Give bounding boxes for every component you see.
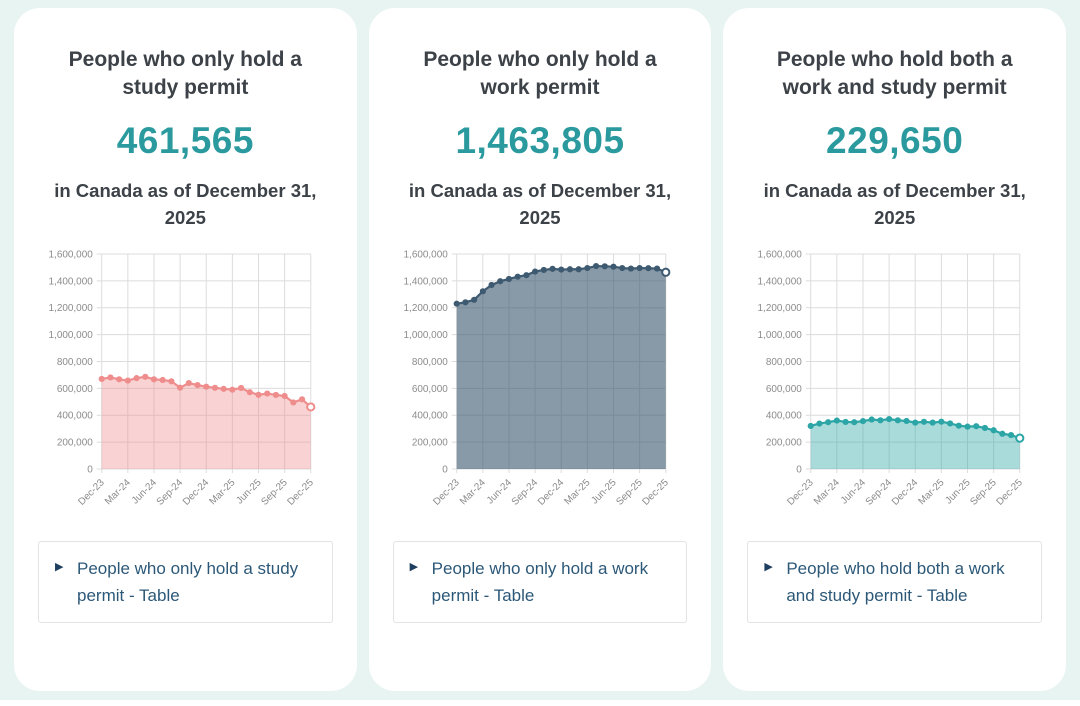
svg-text:Sep-25: Sep-25 — [259, 477, 290, 508]
svg-text:0: 0 — [797, 465, 803, 476]
svg-text:Mar-25: Mar-25 — [207, 477, 237, 507]
series-area — [456, 266, 666, 470]
card-title: People who only hold a work permit — [423, 48, 657, 100]
last-point-marker — [1015, 433, 1025, 443]
svg-text:Dec-24: Dec-24 — [536, 477, 567, 508]
expand-triangle-icon: ▶ — [409, 560, 419, 573]
series-markers — [807, 416, 1025, 443]
table-toggle-summary[interactable]: ▶ People who only hold a study permit - … — [53, 555, 318, 609]
series-markers — [98, 373, 316, 412]
svg-text:1,200,000: 1,200,000 — [403, 303, 448, 314]
as-of-date-text: in Canada as of December 31, 2025 — [54, 179, 317, 229]
area-chart-work-permit: 0 200,000 400,000 600,000 800,000 1,000,000 1,… — [393, 242, 688, 529]
svg-text:Jun-25: Jun-25 — [944, 477, 974, 507]
table-toggle-study-permit[interactable]: ▶ People who only hold a study permit - … — [38, 540, 333, 624]
svg-text:1,200,000: 1,200,000 — [49, 303, 94, 314]
last-point-marker — [306, 402, 316, 412]
expand-triangle-icon: ▶ — [55, 560, 64, 573]
svg-text:800,000: 800,000 — [766, 357, 802, 368]
svg-text:1,400,000: 1,400,000 — [49, 276, 94, 287]
svg-text:800,000: 800,000 — [412, 357, 448, 368]
svg-text:Sep-24: Sep-24 — [864, 477, 895, 508]
svg-text:0: 0 — [87, 465, 93, 476]
svg-text:Jun-24: Jun-24 — [484, 477, 514, 507]
svg-text:Sep-24: Sep-24 — [509, 477, 540, 508]
svg-text:600,000: 600,000 — [57, 384, 93, 395]
svg-text:1,600,000: 1,600,000 — [403, 250, 448, 261]
svg-text:Mar-25: Mar-25 — [562, 477, 592, 507]
series-markers — [453, 263, 671, 307]
svg-text:Jun-25: Jun-25 — [589, 477, 619, 507]
table-toggle-label: People who hold both a work and study pe… — [786, 558, 1005, 606]
svg-text:1,200,000: 1,200,000 — [758, 303, 803, 314]
card-work-permit: People who only hold a work permit 1,463… — [368, 8, 712, 691]
svg-text:Sep-24: Sep-24 — [155, 477, 186, 508]
svg-text:Sep-25: Sep-25 — [969, 477, 1000, 508]
svg-text:200,000: 200,000 — [57, 438, 93, 449]
headline-value: 461,565 — [116, 119, 254, 161]
svg-text:Mar-24: Mar-24 — [812, 477, 842, 507]
y-axis: 0 200,000 400,000 600,000 800,000 1,000,000 1,… — [758, 250, 1021, 476]
series-area — [811, 419, 1021, 470]
svg-text:1,000,000: 1,000,000 — [758, 330, 803, 341]
svg-text:800,000: 800,000 — [57, 357, 93, 368]
svg-text:Mar-25: Mar-25 — [917, 477, 947, 507]
svg-text:400,000: 400,000 — [412, 411, 448, 422]
svg-text:1,000,000: 1,000,000 — [49, 330, 94, 341]
series-area — [101, 376, 311, 470]
table-toggle-label: People who only hold a work permit - Tab… — [431, 558, 649, 606]
headline-value: 1,463,805 — [455, 119, 625, 161]
svg-text:200,000: 200,000 — [766, 438, 802, 449]
as-of-date-text: in Canada as of December 31, 2025 — [408, 179, 672, 229]
svg-text:Dec-24: Dec-24 — [890, 477, 921, 508]
table-toggle-both-permits[interactable]: ▶ People who hold both a work and study … — [747, 540, 1043, 624]
area-chart-study-permit: 0 200,000 400,000 600,000 800,000 1,000,000 1,… — [38, 242, 333, 529]
headline-value: 229,650 — [826, 119, 964, 161]
card-both-permits: People who hold both a work and study pe… — [723, 8, 1067, 691]
svg-text:0: 0 — [442, 465, 448, 476]
y-axis: 0 200,000 400,000 600,000 800,000 1,000,000 1,… — [49, 250, 311, 476]
table-toggle-work-permit[interactable]: ▶ People who only hold a work permit - T… — [392, 540, 688, 624]
svg-text:200,000: 200,000 — [412, 438, 448, 449]
svg-text:Dec-25: Dec-25 — [285, 477, 316, 508]
svg-text:Dec-25: Dec-25 — [995, 477, 1026, 508]
svg-text:Mar-24: Mar-24 — [458, 477, 488, 507]
svg-text:400,000: 400,000 — [766, 411, 802, 422]
svg-text:1,000,000: 1,000,000 — [403, 330, 448, 341]
svg-text:Dec-23: Dec-23 — [76, 477, 107, 508]
svg-text:Dec-24: Dec-24 — [181, 477, 212, 508]
svg-text:1,400,000: 1,400,000 — [758, 276, 803, 287]
svg-text:Dec-25: Dec-25 — [640, 477, 671, 508]
last-point-marker — [660, 267, 671, 278]
svg-text:Dec-23: Dec-23 — [431, 477, 462, 508]
svg-text:Mar-24: Mar-24 — [103, 477, 133, 507]
svg-text:1,600,000: 1,600,000 — [49, 250, 94, 261]
svg-text:Sep-25: Sep-25 — [614, 477, 645, 508]
as-of-date-text: in Canada as of December 31, 2025 — [763, 179, 1026, 229]
svg-text:600,000: 600,000 — [412, 384, 448, 395]
table-toggle-summary[interactable]: ▶ People who only hold a work permit - T… — [408, 555, 673, 609]
table-toggle-summary[interactable]: ▶ People who hold both a work and study … — [762, 555, 1027, 609]
svg-text:Jun-25: Jun-25 — [234, 477, 264, 507]
svg-text:400,000: 400,000 — [57, 411, 93, 422]
card-title: People who only hold a study permit — [68, 48, 302, 100]
expand-triangle-icon: ▶ — [764, 560, 773, 573]
card-title: People who hold both a work and study pe… — [776, 48, 1013, 100]
card-study-permit: People who only hold a study permit 461,… — [14, 8, 357, 691]
table-toggle-label: People who only hold a study permit - Ta… — [77, 558, 299, 606]
svg-text:Jun-24: Jun-24 — [130, 477, 160, 507]
svg-text:1,600,000: 1,600,000 — [758, 250, 803, 261]
svg-text:Jun-24: Jun-24 — [839, 477, 869, 507]
x-axis: Dec-23Mar-24Jun-24Sep-24Dec-24Mar-25Jun-… — [786, 254, 1026, 508]
area-chart-both-permits: 0 200,000 400,000 600,000 800,000 1,000,000 1,… — [747, 242, 1042, 529]
svg-text:600,000: 600,000 — [766, 384, 802, 395]
svg-text:1,400,000: 1,400,000 — [403, 276, 448, 287]
svg-text:Dec-23: Dec-23 — [786, 477, 817, 508]
